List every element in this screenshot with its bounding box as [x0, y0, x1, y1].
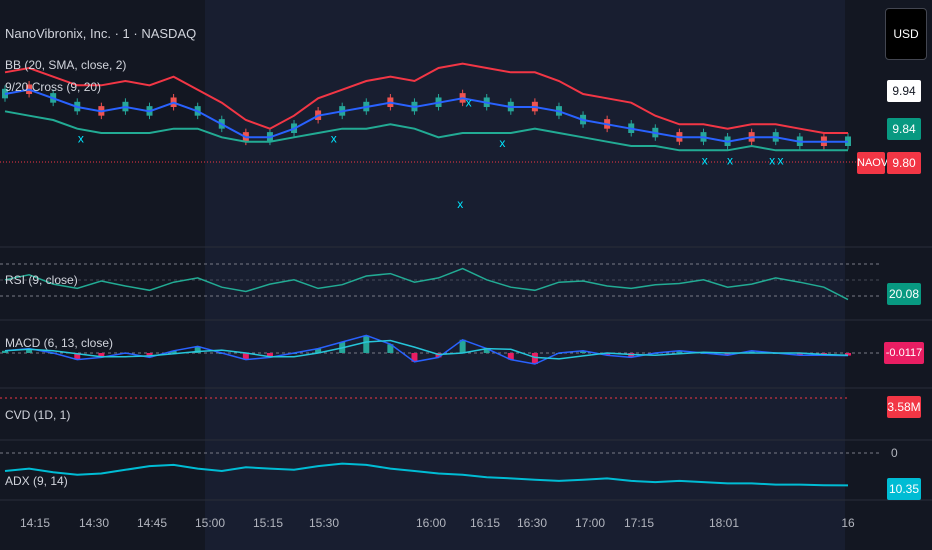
- macd-histogram-bar: [194, 346, 201, 353]
- time-tick: 14:15: [19, 516, 51, 530]
- time-tick: 15:30: [308, 516, 340, 530]
- macd-histogram-bar: [459, 339, 466, 353]
- ticker-badge: NAOV: [857, 152, 888, 174]
- cvd-value-badge: 3.58M: [887, 396, 921, 418]
- bb-upper-band: [4, 62, 848, 134]
- cross-marker: x: [727, 153, 733, 167]
- macd-histogram-bar: [796, 353, 803, 356]
- cross-marker: x: [778, 153, 784, 167]
- macd-histogram-bar: [724, 353, 731, 356]
- macd-histogram-bar: [363, 335, 370, 353]
- cvd-indicator-label[interactable]: CVD (1D, 1): [5, 408, 71, 422]
- adx-line: [4, 462, 849, 487]
- time-tick: 14:45: [136, 516, 168, 530]
- currency-button[interactable]: USD: [885, 8, 927, 60]
- time-tick: 17:00: [574, 516, 606, 530]
- rsi-value-badge: 20.08: [887, 283, 921, 305]
- macd-value-badge: -0.0117: [884, 342, 924, 364]
- macd-histogram-bar: [170, 350, 177, 353]
- macd-histogram-bar: [604, 353, 611, 356]
- time-tick: 16:00: [415, 516, 447, 530]
- cross-indicator-label[interactable]: 9/20 Cross (9, 20): [5, 80, 102, 94]
- bb-middle-price-badge: 9.84: [887, 118, 921, 140]
- highlight-region: [205, 0, 845, 550]
- macd-histogram-bar: [507, 353, 514, 360]
- macd-histogram-bar: [74, 353, 81, 360]
- cross-marker: x: [78, 132, 84, 146]
- time-tick: 17:15: [623, 516, 655, 530]
- rsi-indicator-label[interactable]: RSI (9, close): [5, 273, 78, 287]
- macd-indicator-label[interactable]: MACD (6, 13, close): [5, 336, 114, 350]
- cross-marker: x: [331, 132, 337, 146]
- macd-histogram-bar: [242, 353, 249, 360]
- time-tick: 15:15: [252, 516, 284, 530]
- time-tick: 16:15: [469, 516, 501, 530]
- time-tick: 16:30: [516, 516, 548, 530]
- time-tick: 14:30: [78, 516, 110, 530]
- time-tick: 16: [841, 516, 855, 530]
- macd-histogram-bar: [845, 353, 851, 356]
- bb-lower-band: [4, 110, 848, 152]
- adx-indicator-label[interactable]: ADX (9, 14): [5, 474, 68, 488]
- macd-histogram-bar: [315, 348, 322, 353]
- cross-marker: x: [769, 153, 775, 167]
- macd-histogram-bar: [26, 348, 33, 353]
- bb-upper-price-badge: 9.94: [887, 80, 921, 102]
- cross-marker: x: [466, 95, 472, 109]
- last-price-badge: 9.80: [887, 152, 921, 174]
- time-tick: 15:00: [194, 516, 226, 530]
- time-tick: 18:01: [708, 516, 740, 530]
- cross-marker: x: [457, 197, 463, 211]
- macd-histogram-bar: [748, 350, 755, 353]
- macd-histogram-bar: [2, 350, 8, 353]
- symbol-title[interactable]: NanoVibronix, Inc. · 1 · NASDAQ: [5, 26, 197, 41]
- macd-histogram-bar: [98, 353, 105, 358]
- adx-value-badge: 10.35: [887, 478, 921, 500]
- macd-histogram-bar: [580, 350, 587, 353]
- bb-indicator-label[interactable]: BB (20, SMA, close, 2): [5, 58, 127, 72]
- rsi-line: [4, 267, 849, 301]
- bb-basis-line: [4, 88, 848, 143]
- macd-histogram-bar: [531, 353, 538, 364]
- cvd-zero-badge: 0: [891, 446, 898, 460]
- macd-signal-line: [4, 339, 849, 360]
- macd-histogram-bar: [676, 350, 683, 353]
- macd-histogram-bar: [387, 344, 394, 353]
- macd-histogram-bar: [266, 353, 273, 358]
- cross-marker: x: [499, 136, 505, 150]
- macd-histogram-bar: [483, 348, 490, 353]
- cross-marker: x: [702, 153, 708, 167]
- macd-histogram-bar: [411, 353, 418, 362]
